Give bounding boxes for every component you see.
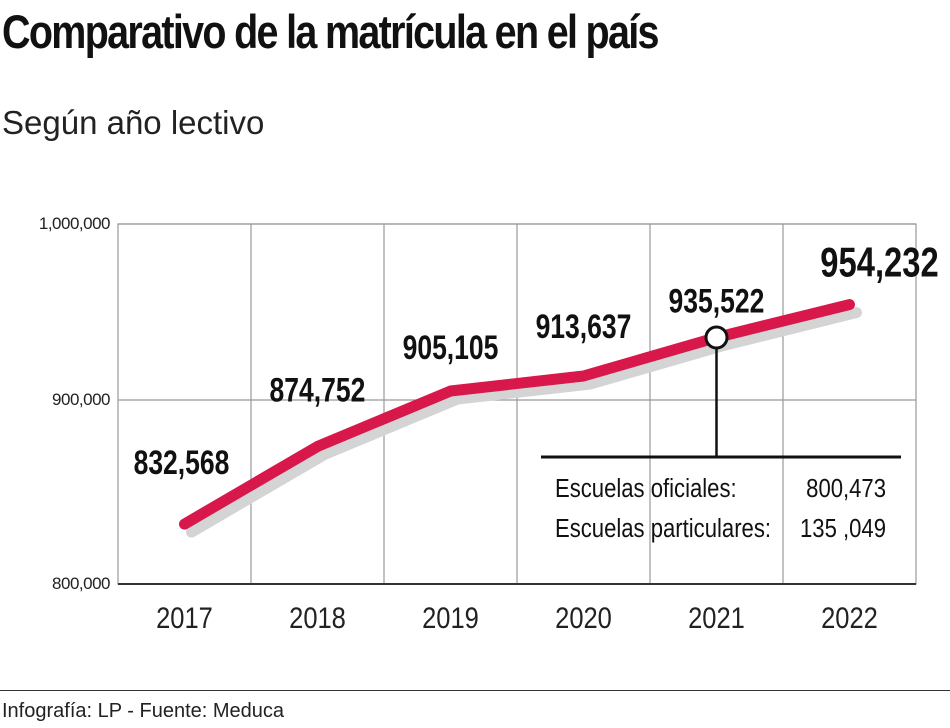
x-tick-label: 2020 [555, 601, 612, 634]
data-label: 874,752 [270, 371, 366, 409]
chart-subtitle: Según año lectivo [2, 104, 265, 141]
x-tick-label: 2019 [422, 601, 479, 634]
chart-title: Comparativo de la matrícula en el país [2, 5, 660, 58]
line-shadow [186, 307, 862, 538]
data-label: 913,637 [536, 308, 632, 346]
annotation-label: Escuelas particulares: [555, 514, 771, 543]
highlight-marker [704, 325, 729, 350]
annotation-value: 135 ,049 [800, 514, 886, 543]
y-tick-label: 1,000,000 [39, 214, 110, 233]
x-tick-label: 2021 [688, 601, 745, 634]
y-tick-label: 900,000 [52, 390, 110, 409]
footer-credit: Infografía: LP - Fuente: Meduca [2, 700, 285, 722]
x-tick-label: 2017 [156, 601, 213, 634]
x-tick-label: 2022 [821, 601, 878, 634]
data-label: 832,568 [134, 444, 230, 482]
annotation-value: 800,473 [806, 474, 886, 503]
data-label: 954,232 [820, 239, 938, 286]
line-chart: 800,000 900,000 1,000,000 2017 2018 2019 2020 2… [39, 214, 939, 634]
annotation-label: Escuelas oficiales: [555, 474, 737, 503]
x-tick-label: 2018 [289, 601, 346, 634]
data-label: 935,522 [669, 282, 765, 320]
footer-divider [0, 690, 950, 691]
data-label: 905,105 [403, 329, 499, 367]
y-tick-label: 800,000 [52, 574, 110, 593]
series-line [179, 299, 855, 530]
